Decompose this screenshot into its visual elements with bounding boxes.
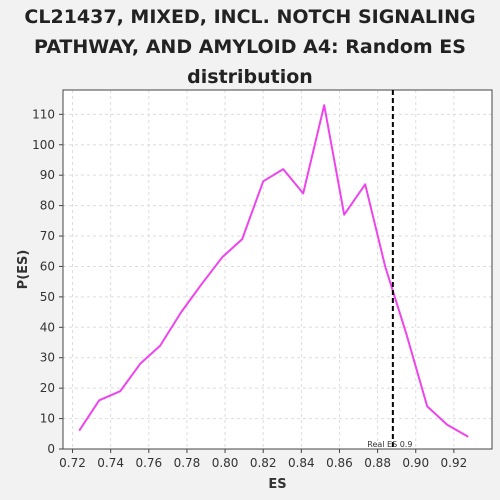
- y-tick-label: 110: [32, 107, 55, 121]
- y-tick-label: 50: [40, 290, 55, 304]
- x-tick-label: 0.72: [59, 456, 86, 470]
- y-tick-label: 0: [47, 442, 55, 456]
- chart-title: CL21437, MIXED, INCL. NOTCH SIGNALING PA…: [24, 6, 476, 88]
- y-tick-label: 70: [40, 229, 55, 243]
- y-tick-label: 30: [40, 351, 55, 365]
- y-tick-label: 90: [40, 168, 55, 182]
- y-tick-label: 100: [32, 138, 55, 152]
- series-line: [78, 104, 469, 438]
- y-tick-label: 10: [40, 412, 55, 426]
- plot-area: [62, 89, 493, 450]
- y-tick-label: 40: [40, 320, 55, 334]
- y-tick-label: 60: [40, 259, 55, 273]
- x-tick-label: 0.78: [174, 456, 201, 470]
- x-tick-label: 0.90: [402, 456, 429, 470]
- x-tick-label: 0.82: [250, 456, 277, 470]
- x-tick-label: 0.92: [441, 456, 468, 470]
- x-tick-label: 0.76: [135, 456, 162, 470]
- plot-background: [63, 90, 492, 449]
- x-tick-label: 0.74: [97, 456, 124, 470]
- y-axis-title: P(ES): [16, 250, 31, 290]
- real-es-label: Real ES 0.9: [367, 440, 412, 449]
- y-tick-label: 80: [40, 199, 55, 213]
- x-tick-label: 0.88: [364, 456, 391, 470]
- x-tick-label: 0.84: [288, 456, 315, 470]
- x-tick-label: 0.80: [212, 456, 239, 470]
- x-axis-title: ES: [268, 477, 286, 492]
- x-tick-label: 0.86: [326, 456, 353, 470]
- y-tick-label: 20: [40, 381, 55, 395]
